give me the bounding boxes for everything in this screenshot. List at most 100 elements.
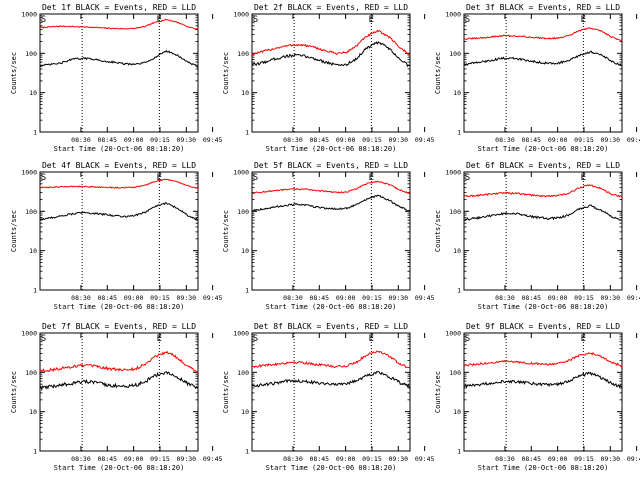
series-events-line xyxy=(39,49,199,68)
panel-det7f: Det 7f BLACK = Events, RED = LLD 1 10 100 10… xyxy=(10,322,222,472)
interval-flag-e: E xyxy=(369,173,374,183)
y-tick-label: 1000 xyxy=(233,330,249,338)
y-axis-label: Counts/sec xyxy=(10,371,18,413)
x-tick-label: 09:45 xyxy=(627,136,640,144)
x-tick-label: 08:30 xyxy=(283,294,303,302)
x-tick-label: 08:30 xyxy=(71,136,91,144)
y-tick-label: 10 xyxy=(29,408,37,416)
y-axis-label: Counts/sec xyxy=(222,371,230,413)
series-events-line xyxy=(463,371,623,389)
x-tick-label: 09:45 xyxy=(415,136,435,144)
y-tick-label: 10 xyxy=(241,89,249,97)
y-tick-label: 100 xyxy=(237,369,249,377)
x-tick-label: 08:30 xyxy=(71,294,91,302)
y-tick-label: 10 xyxy=(453,408,461,416)
y-tick-label: 100 xyxy=(449,208,461,216)
series-events-line xyxy=(39,371,199,392)
x-tick-label: 09:30 xyxy=(389,136,409,144)
y-axis-label: Counts/sec xyxy=(222,210,230,252)
interval-flag-e: E xyxy=(157,15,162,25)
x-tick-label: 08:45 xyxy=(98,455,118,463)
interval-flag-e: E xyxy=(369,334,374,344)
x-tick-label: 09:30 xyxy=(601,136,621,144)
x-tick-label: 09:45 xyxy=(203,455,223,463)
x-tick-label: 08:30 xyxy=(283,136,303,144)
y-tick-label: 1 xyxy=(245,287,249,295)
y-tick-label: 1 xyxy=(33,448,37,456)
y-tick-label: 100 xyxy=(237,50,249,58)
x-tick-label: 09:30 xyxy=(177,136,197,144)
x-axis-label: Start Time (20-Oct-06 08:18:20) xyxy=(266,145,397,153)
x-tick-label: 09:45 xyxy=(627,455,640,463)
plot-frame xyxy=(463,332,623,452)
x-tick-label: 09:30 xyxy=(389,294,409,302)
x-tick-label: 09:00 xyxy=(336,136,356,144)
plot-frame xyxy=(251,171,411,291)
x-tick-label: 09:15 xyxy=(574,455,594,463)
panel-title: Det 2f BLACK = Events, RED = LLD xyxy=(254,3,408,12)
x-tick-label: 08:30 xyxy=(71,455,91,463)
y-tick-label: 10 xyxy=(241,247,249,255)
x-axis-label: Start Time (20-Oct-06 08:18:20) xyxy=(54,145,185,153)
y-tick-label: 1000 xyxy=(445,169,461,177)
y-tick-label: 1000 xyxy=(445,11,461,19)
series-events-line xyxy=(251,370,411,389)
plot-frame xyxy=(39,171,199,291)
x-axis-label: Start Time (20-Oct-06 08:18:20) xyxy=(54,464,185,472)
series-events-line xyxy=(251,41,411,68)
x-tick-label: 08:45 xyxy=(522,455,542,463)
interval-flag-e: E xyxy=(157,334,162,344)
panel-det6f: Det 6f BLACK = Events, RED = LLD 1 10 100 10… xyxy=(434,161,640,311)
x-axis-label: Start Time (20-Oct-06 08:18:20) xyxy=(478,464,609,472)
y-tick-label: 1 xyxy=(457,129,461,137)
y-axis-label: Counts/sec xyxy=(10,210,18,252)
x-tick-label: 09:00 xyxy=(336,455,356,463)
x-tick-label: 09:45 xyxy=(203,136,223,144)
x-tick-label: 09:00 xyxy=(124,136,144,144)
x-tick-label: 09:15 xyxy=(574,136,594,144)
x-tick-label: 08:30 xyxy=(283,455,303,463)
x-tick-label: 09:00 xyxy=(336,294,356,302)
x-tick-label: 08:45 xyxy=(522,294,542,302)
y-axis-label: Counts/sec xyxy=(434,371,442,413)
x-tick-label: 09:45 xyxy=(203,294,223,302)
interval-flag-s: S xyxy=(253,173,258,183)
x-tick-label: 09:15 xyxy=(150,455,170,463)
panel-det2f: Det 2f BLACK = Events, RED = LLD 1 10 100 10… xyxy=(222,3,434,153)
panel-title: Det 4f BLACK = Events, RED = LLD xyxy=(42,161,196,170)
panel-title: Det 9f BLACK = Events, RED = LLD xyxy=(466,322,620,331)
x-tick-label: 09:15 xyxy=(574,294,594,302)
plot-frame xyxy=(39,332,199,452)
x-tick-label: 09:45 xyxy=(415,455,435,463)
y-tick-label: 1000 xyxy=(233,11,249,19)
x-tick-label: 09:00 xyxy=(124,455,144,463)
interval-flag-s: S xyxy=(41,173,46,183)
y-tick-label: 10 xyxy=(453,89,461,97)
x-tick-label: 09:15 xyxy=(150,294,170,302)
x-tick-label: 08:45 xyxy=(310,294,330,302)
series-lld-line xyxy=(251,29,411,56)
y-tick-label: 1000 xyxy=(233,169,249,177)
y-tick-label: 1000 xyxy=(21,330,37,338)
plot-frame xyxy=(463,171,623,291)
y-tick-label: 100 xyxy=(25,369,37,377)
x-tick-label: 09:30 xyxy=(601,294,621,302)
x-tick-label: 08:45 xyxy=(522,136,542,144)
panel-det3f: Det 3f BLACK = Events, RED = LLD 1 10 100 10… xyxy=(434,3,640,153)
panel-title: Det 3f BLACK = Events, RED = LLD xyxy=(466,3,620,12)
y-tick-label: 1 xyxy=(33,129,37,137)
series-lld-line xyxy=(251,180,411,195)
x-tick-label: 09:30 xyxy=(389,455,409,463)
panel-title: Det 1f BLACK = Events, RED = LLD xyxy=(42,3,196,12)
interval-flag-e: E xyxy=(581,15,586,25)
panel-det8f: Det 8f BLACK = Events, RED = LLD 1 10 100 10… xyxy=(222,322,434,472)
x-tick-label: 09:15 xyxy=(362,294,382,302)
x-axis-label: Start Time (20-Oct-06 08:18:20) xyxy=(54,303,185,311)
series-events-line xyxy=(252,194,411,212)
series-lld-line xyxy=(251,350,411,369)
y-axis-label: Counts/sec xyxy=(434,52,442,94)
interval-flag-e: E xyxy=(369,15,374,25)
x-axis-label: Start Time (20-Oct-06 08:18:20) xyxy=(266,464,397,472)
series-lld-line xyxy=(463,27,623,42)
y-tick-label: 1000 xyxy=(445,330,461,338)
